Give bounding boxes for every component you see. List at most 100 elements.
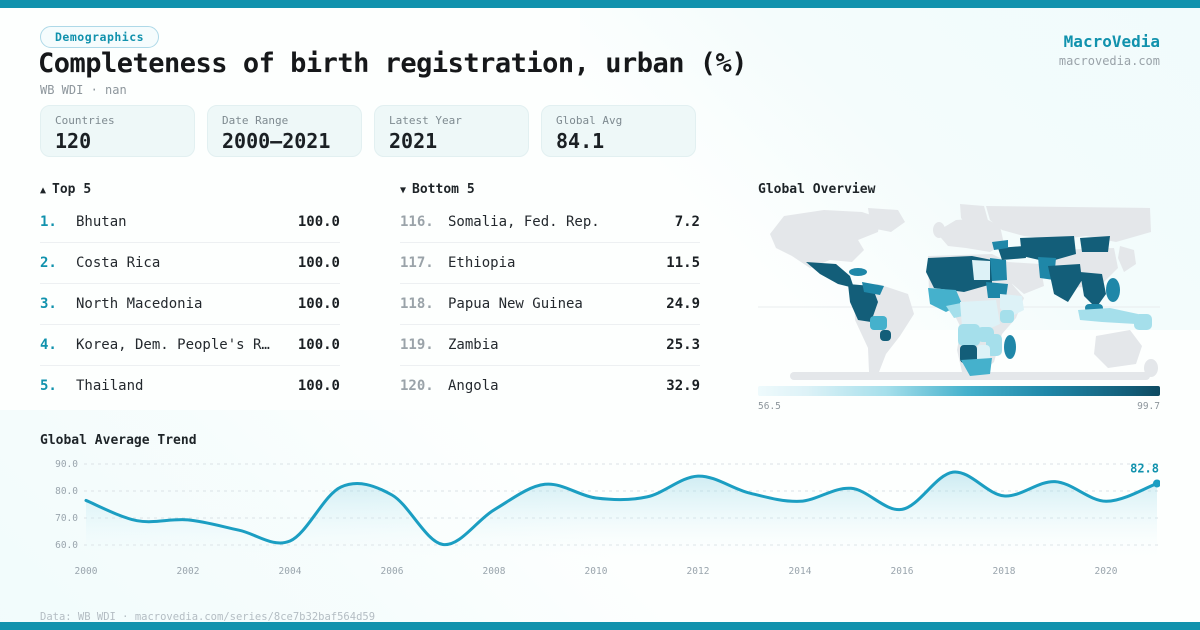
rank-number: 117.	[400, 255, 434, 271]
stat-value: 2021	[389, 129, 438, 153]
world-map	[758, 204, 1160, 380]
country-value: 100.0	[297, 296, 340, 312]
paraguay	[880, 330, 891, 341]
country-name: Papua New Guinea	[448, 296, 583, 312]
arabia	[1008, 262, 1044, 294]
kenya	[1000, 310, 1014, 323]
libya	[972, 260, 990, 280]
latest-value-label: 82.8	[1130, 461, 1159, 475]
top5-heading: ▲ Top 5	[40, 182, 91, 197]
svg-text:2006: 2006	[381, 566, 404, 577]
bolivia	[870, 316, 887, 330]
bottom-accent-bar	[0, 622, 1200, 630]
list-item: 117. Ethiopia 11.5	[400, 243, 700, 284]
page-subtitle: WB WDI · nan	[40, 83, 127, 97]
stat-value: 2000–2021	[222, 129, 331, 153]
top5-list: 1. Bhutan 100.0 2. Costa Rica 100.0 3. N…	[40, 202, 340, 406]
trend-line	[84, 470, 1159, 547]
madagascar	[1004, 335, 1016, 359]
list-item: 3. North Macedonia 100.0	[40, 284, 340, 325]
country-name: Korea, Dem. People's R…	[76, 337, 270, 353]
stat-value: 120	[55, 129, 92, 153]
list-item: 118. Papua New Guinea 24.9	[400, 284, 700, 325]
stat-label: Latest Year	[389, 114, 462, 127]
turkey-caucasus	[998, 246, 1026, 260]
svg-text:80.0: 80.0	[55, 486, 78, 497]
north-america	[770, 210, 880, 268]
page-title: Completeness of birth registration, urba…	[38, 48, 748, 79]
top5-title: Top 5	[52, 182, 92, 197]
british-isles	[933, 222, 945, 238]
svg-text:2000: 2000	[75, 566, 98, 577]
svg-text:2012: 2012	[687, 566, 710, 577]
country-name: Ethiopia	[448, 255, 516, 271]
bottom5-title: Bottom 5	[412, 182, 475, 197]
angola	[958, 324, 980, 346]
bottom5-list: 116. Somalia, Fed. Rep. 7.2 117. Ethiopi…	[400, 202, 700, 406]
stat-card-latest-year: Latest Year 2021	[374, 105, 529, 157]
balkans	[992, 240, 1008, 250]
brand-block: MacroVedia macrovedia.com	[1059, 32, 1160, 68]
japan	[1118, 246, 1136, 272]
svg-text:2018: 2018	[993, 566, 1016, 577]
country-value: 100.0	[297, 378, 340, 394]
country-value: 7.2	[674, 214, 700, 230]
scandinavia	[960, 204, 989, 229]
country-name: Angola	[448, 378, 499, 394]
trend-chart: 90.0 80.0 70.0 60.0 2000 2002 2004 2006 2008 201…	[55, 459, 1160, 577]
philippines	[1106, 278, 1120, 302]
country-value: 100.0	[297, 255, 340, 271]
svg-text:2014: 2014	[789, 566, 812, 577]
brand-name: MacroVedia	[1063, 32, 1160, 51]
stat-label: Date Range	[222, 114, 289, 127]
trend-area-fill	[86, 471, 1157, 562]
caribbean	[849, 268, 867, 276]
svg-text:2010: 2010	[585, 566, 608, 577]
svg-text:2020: 2020	[1095, 566, 1118, 577]
map-color-scale	[758, 386, 1160, 396]
footer-attribution: Data: WB WDI · macrovedia.com/series/8ce…	[40, 611, 376, 623]
stat-card-global-avg: Global Avg 84.1	[541, 105, 696, 157]
country-value: 100.0	[297, 337, 340, 353]
indonesia	[1078, 308, 1138, 324]
greenland	[868, 208, 905, 232]
y-axis-labels: 90.0 80.0 70.0 60.0	[55, 459, 78, 551]
andes-countries	[848, 284, 878, 322]
top-accent-bar	[0, 0, 1200, 8]
country-name: Zambia	[448, 337, 499, 353]
rank-number: 1.	[40, 214, 57, 230]
map-heading: Global Overview	[758, 182, 876, 197]
scale-max-label: 99.7	[1137, 401, 1160, 412]
svg-text:90.0: 90.0	[55, 459, 78, 470]
svg-text:2008: 2008	[483, 566, 506, 577]
sudan	[986, 282, 1008, 298]
list-item: 120. Angola 32.9	[400, 366, 700, 406]
egypt	[990, 258, 1007, 281]
bottom5-heading: ▼ Bottom 5	[400, 182, 475, 197]
svg-text:2004: 2004	[279, 566, 302, 577]
rank-number: 118.	[400, 296, 434, 312]
country-value: 25.3	[666, 337, 700, 353]
list-item: 5. Thailand 100.0	[40, 366, 340, 406]
mexico-central-america	[806, 262, 854, 288]
rank-number: 2.	[40, 255, 57, 271]
country-name: Somalia, Fed. Rep.	[448, 214, 600, 230]
europe	[936, 218, 1004, 252]
latest-point-marker	[1153, 479, 1160, 488]
triangle-down-icon: ▼	[400, 185, 407, 196]
country-value: 32.9	[666, 378, 700, 394]
country-name: Thailand	[76, 378, 144, 394]
india	[1048, 264, 1082, 302]
svg-text:2002: 2002	[177, 566, 200, 577]
list-item: 119. Zambia 25.3	[400, 325, 700, 366]
mongolia	[1080, 236, 1110, 252]
namibia	[960, 345, 977, 363]
botswana	[977, 345, 990, 361]
list-item: 1. Bhutan 100.0	[40, 202, 340, 243]
x-axis-labels: 2000 2002 2004 2006 2008 2010 2012 2014 2016 2018…	[75, 566, 1118, 577]
papua-new-guinea	[1134, 314, 1152, 330]
stat-label: Global Avg	[556, 114, 623, 127]
trend-heading: Global Average Trend	[40, 433, 197, 448]
stat-label: Countries	[55, 114, 115, 127]
mainland-southeast-asia	[1080, 272, 1106, 308]
